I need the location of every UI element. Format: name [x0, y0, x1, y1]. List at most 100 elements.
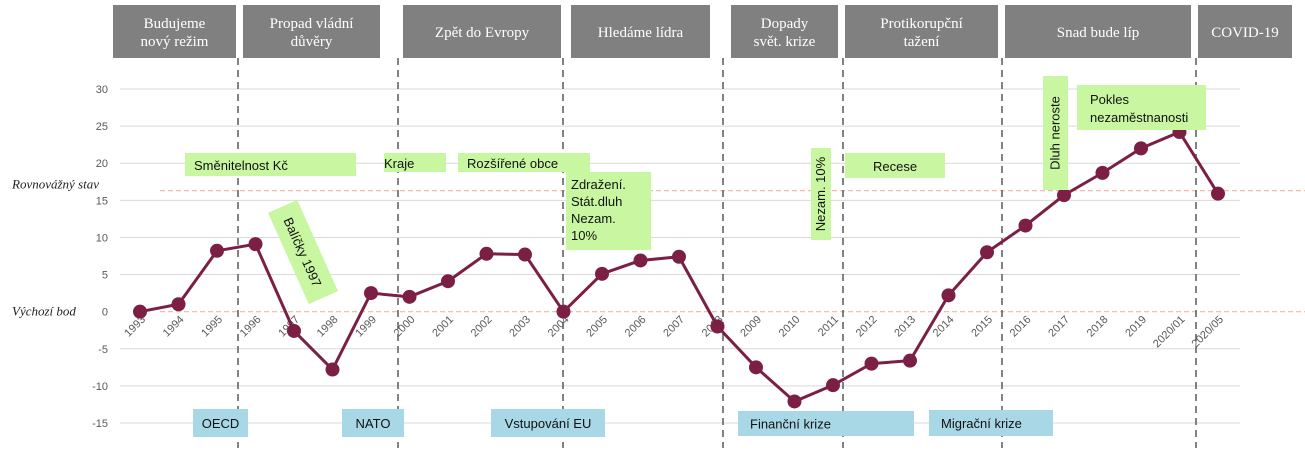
blue-annotation: OECD [193, 409, 248, 437]
y-tick-label: -15 [92, 418, 108, 430]
annotation-box [1077, 85, 1206, 130]
reference-line-label: Rovnovážný stav [11, 177, 99, 192]
x-tick-label: 2009 [738, 314, 764, 340]
era-box-bg [243, 5, 380, 58]
era-label: Propad vládní [270, 16, 354, 32]
era-header: Budujeme nový režim Propad vládní důvěry Zpě… [113, 5, 1292, 58]
x-tick-label: 2000 [392, 314, 418, 340]
annotation-box [458, 153, 590, 172]
annotation-box [193, 409, 248, 437]
x-tick-label: 2020/01 [1151, 314, 1188, 351]
annotation-label: 10% [571, 228, 597, 243]
green-annotation: Dluh neroste [1043, 76, 1068, 190]
reference-lines: Rovnovážný stav Výchozí bod [11, 177, 1305, 319]
data-point [248, 237, 263, 252]
y-tick-label: 30 [96, 84, 108, 96]
annotation-box [268, 199, 338, 305]
x-tick-label: 2002 [469, 314, 495, 340]
green-annotation: Zdražení. Stát.dluh Nezam. 10% [566, 172, 651, 250]
data-point [710, 319, 725, 334]
y-tick-label: -5 [98, 344, 108, 356]
annotation-label: Recese [873, 159, 917, 174]
y-tick-label: 10 [96, 232, 108, 244]
data-point [1095, 165, 1110, 180]
era-label: COVID-19 [1211, 25, 1279, 41]
era-box: Hledáme lídra [571, 5, 710, 58]
era-label: nový režim [141, 34, 209, 50]
x-tick-label: 2010 [777, 314, 803, 340]
data-point [595, 266, 609, 281]
x-tick-label: 2004 [546, 314, 572, 340]
x-tick-label: 2007 [661, 314, 687, 340]
annotation-label: Kraje [384, 156, 414, 171]
x-tick-label: 1995 [199, 314, 225, 340]
x-tick-label: 1996 [238, 314, 264, 340]
x-tick-label: 2003 [507, 314, 533, 340]
data-point [1018, 218, 1033, 233]
x-tick-label: 2015 [969, 314, 995, 340]
annotation-label: Finanční krize [750, 417, 831, 432]
era-box-bg [731, 5, 838, 58]
data-point [287, 323, 301, 338]
annotation-box [384, 153, 446, 172]
annotation-label: Rozšířené obce [467, 156, 558, 171]
era-label: Hledáme lídra [598, 25, 684, 41]
era-box-bg [1198, 5, 1292, 58]
y-tick-label: 0 [102, 307, 108, 319]
green-annotation: Směnitelnost Kč [185, 153, 356, 176]
green-annotation: Nezam. 10% [811, 148, 831, 240]
blue-annotation: Migrační krize [929, 410, 1053, 436]
green-annotation: Pokles nezaměstnanosti [1077, 85, 1206, 130]
data-point [133, 304, 147, 319]
era-label: Budujeme [144, 16, 206, 32]
x-tick-label: 2016 [1008, 314, 1034, 340]
x-tick-label: 2001 [430, 314, 456, 340]
era-box-bg [403, 5, 561, 58]
era-box: Budujeme nový režim [113, 5, 236, 58]
era-label: Dopady [761, 16, 809, 32]
data-point [518, 247, 532, 262]
era-label: Zpět do Evropy [435, 25, 530, 41]
annotation-label: Nezam. 10% [813, 156, 828, 231]
data-point [556, 304, 571, 319]
annotation-label: OECD [202, 416, 240, 431]
annotation-label: nezaměstnanosti [1090, 110, 1188, 125]
annotation-label: Stát.dluh [571, 194, 622, 209]
annotation-label: Nezam. [571, 211, 616, 226]
era-box-bg [113, 5, 236, 58]
y-axis-ticks: 30 25 20 15 10 5 0 -5 -10 -15 [92, 84, 108, 430]
data-point [479, 246, 494, 261]
era-box: Zpět do Evropy [403, 5, 561, 58]
annotation-box [929, 410, 1053, 436]
data-point [826, 378, 840, 393]
x-tick-label: 2019 [1123, 314, 1149, 340]
x-tick-label: 2020/05 [1190, 314, 1227, 351]
data-point [941, 288, 956, 303]
data-point [749, 360, 763, 375]
x-tick-label: 2013 [892, 314, 918, 340]
data-point [1211, 186, 1225, 201]
annotation-box [845, 153, 945, 178]
data-point [903, 353, 917, 368]
annotation-label: Dluh neroste [1048, 96, 1063, 170]
x-tick-label: 2011 [816, 314, 841, 339]
data-point [672, 249, 686, 264]
data-point [787, 394, 802, 409]
x-tick-label: 2017 [1046, 314, 1072, 340]
green-annotation: Rozšířené obce [458, 153, 590, 172]
y-tick-label: 20 [96, 158, 108, 170]
era-box-bg [845, 5, 998, 58]
era-label: důvěry [291, 34, 333, 50]
era-box: Propad vládní důvěry [243, 5, 380, 58]
reference-line-label: Výchozí bod [12, 304, 76, 319]
data-point [171, 297, 186, 312]
x-tick-label: 1998 [315, 314, 341, 340]
data-point [864, 356, 879, 371]
data-point [364, 286, 378, 301]
y-tick-label: 5 [102, 270, 108, 282]
blue-annotation: NATO [342, 409, 404, 437]
blue-annotation: Finanční krize [738, 411, 914, 436]
era-label: Protikorupční [880, 16, 963, 32]
blue-annotation: Vstupování EU [491, 409, 605, 437]
annotation-label: Zdražení. [571, 177, 626, 192]
